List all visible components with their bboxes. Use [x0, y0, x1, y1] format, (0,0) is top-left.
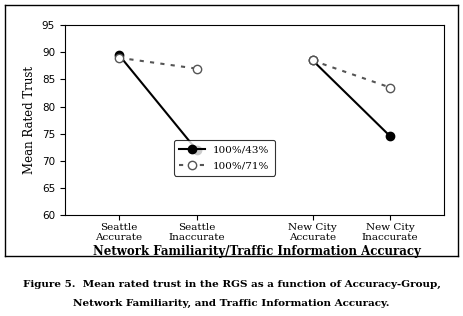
Text: Network Familiarity/Traffic Information Accuracy: Network Familiarity/Traffic Information … — [93, 245, 421, 258]
Line: 100%/71%: 100%/71% — [115, 54, 200, 73]
Legend: 100%/43%, 100%/71%: 100%/43%, 100%/71% — [174, 140, 275, 176]
Text: Figure 5.  Mean rated trust in the RGS as a function of Accuracy-Group,: Figure 5. Mean rated trust in the RGS as… — [23, 280, 440, 289]
100%/71% — [116, 56, 122, 60]
Text: Network Familiarity, and Traffic Information Accuracy.: Network Familiarity, and Traffic Informa… — [73, 299, 390, 308]
Y-axis label: Mean Rated Trust: Mean Rated Trust — [23, 66, 36, 174]
100%/43% — [116, 53, 122, 57]
100%/71% — [194, 67, 199, 70]
100%/43% — [194, 148, 199, 152]
Line: 100%/43%: 100%/43% — [115, 51, 200, 154]
